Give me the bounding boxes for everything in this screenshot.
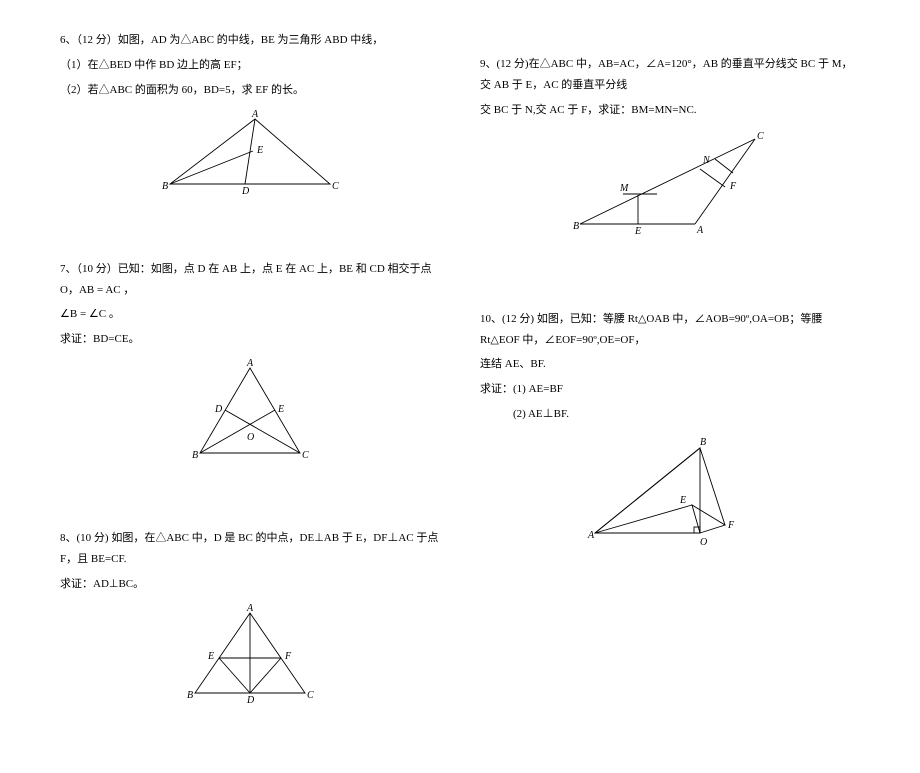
svg-text:B: B	[162, 181, 168, 192]
svg-text:D: D	[246, 695, 255, 703]
svg-text:A: A	[246, 358, 254, 369]
p7-title: 7、（10 分）已知：如图，点 D 在 AB 上，点 E 在 AC 上，BE 和…	[60, 259, 440, 301]
figure-8: A B C D E F	[60, 603, 440, 703]
p7-line2: 求证：BD=CE。	[60, 329, 440, 350]
svg-text:D: D	[241, 186, 250, 197]
figure-9: B A C M E N F	[480, 129, 860, 239]
svg-text:A: A	[587, 530, 595, 541]
svg-text:N: N	[702, 155, 711, 166]
svg-text:F: F	[284, 651, 292, 662]
problem-6: 6、（12 分）如图，AD 为△ABC 的中线，BE 为三角形 ABD 中线， …	[60, 30, 440, 199]
p8-line1: 求证：AD⊥BC。	[60, 574, 440, 595]
svg-text:C: C	[332, 181, 339, 192]
svg-text:C: C	[307, 690, 314, 701]
figure-6: A B C D E	[60, 109, 440, 199]
right-column: 9、(12 分)在△ABC 中，AB=AC，∠A=120°，AB 的垂直平分线交…	[480, 30, 860, 743]
svg-text:B: B	[573, 221, 579, 232]
p6-line1: （1）在△BED 中作 BD 边上的高 EF；	[60, 55, 440, 76]
problem-9: 9、(12 分)在△ABC 中，AB=AC，∠A=120°，AB 的垂直平分线交…	[480, 54, 860, 239]
svg-text:E: E	[634, 226, 641, 237]
svg-text:B: B	[187, 690, 193, 701]
svg-text:E: E	[256, 145, 263, 156]
p7-line1: ∠B = ∠C 。	[60, 304, 440, 325]
p10-title: 10、(12 分) 如图，已知：等腰 Rt△OAB 中，∠AOB=90º,OA=…	[480, 309, 860, 351]
svg-text:C: C	[757, 131, 764, 142]
p8-title: 8、(10 分) 如图，在△ABC 中，D 是 BC 的中点，DE⊥AB 于 E…	[60, 528, 440, 570]
svg-text:B: B	[192, 450, 198, 461]
svg-text:E: E	[679, 495, 686, 506]
left-column: 6、（12 分）如图，AD 为△ABC 的中线，BE 为三角形 ABD 中线， …	[60, 30, 440, 743]
svg-text:B: B	[700, 437, 706, 448]
svg-text:M: M	[619, 183, 629, 194]
p10-line3: (2) AE⊥BF.	[480, 404, 860, 425]
svg-text:A: A	[251, 109, 259, 120]
svg-text:F: F	[729, 181, 737, 192]
svg-text:C: C	[302, 450, 309, 461]
svg-text:E: E	[277, 404, 284, 415]
svg-text:A: A	[696, 225, 704, 236]
p10-line2: 求证：(1) AE=BF	[480, 379, 860, 400]
p9-line1: 交 BC 于 N,交 AC 于 F，求证：BM=MN=NC.	[480, 100, 860, 121]
svg-text:O: O	[247, 432, 254, 443]
svg-text:O: O	[700, 537, 707, 548]
svg-text:D: D	[214, 404, 223, 415]
problem-8: 8、(10 分) 如图，在△ABC 中，D 是 BC 的中点，DE⊥AB 于 E…	[60, 528, 440, 703]
problem-7: 7、（10 分）已知：如图，点 D 在 AB 上，点 E 在 AC 上，BE 和…	[60, 259, 440, 469]
svg-text:E: E	[207, 651, 214, 662]
svg-text:A: A	[246, 603, 254, 614]
p6-line2: （2）若△ABC 的面积为 60，BD=5，求 EF 的长。	[60, 80, 440, 101]
figure-10: A B O E F	[480, 433, 860, 553]
figure-7: A B C D E O	[60, 358, 440, 468]
p9-title: 9、(12 分)在△ABC 中，AB=AC，∠A=120°，AB 的垂直平分线交…	[480, 54, 860, 96]
problem-10: 10、(12 分) 如图，已知：等腰 Rt△OAB 中，∠AOB=90º,OA=…	[480, 309, 860, 553]
p6-title: 6、（12 分）如图，AD 为△ABC 的中线，BE 为三角形 ABD 中线，	[60, 30, 440, 51]
p10-line1: 连结 AE、BF.	[480, 354, 860, 375]
svg-text:F: F	[727, 520, 735, 531]
